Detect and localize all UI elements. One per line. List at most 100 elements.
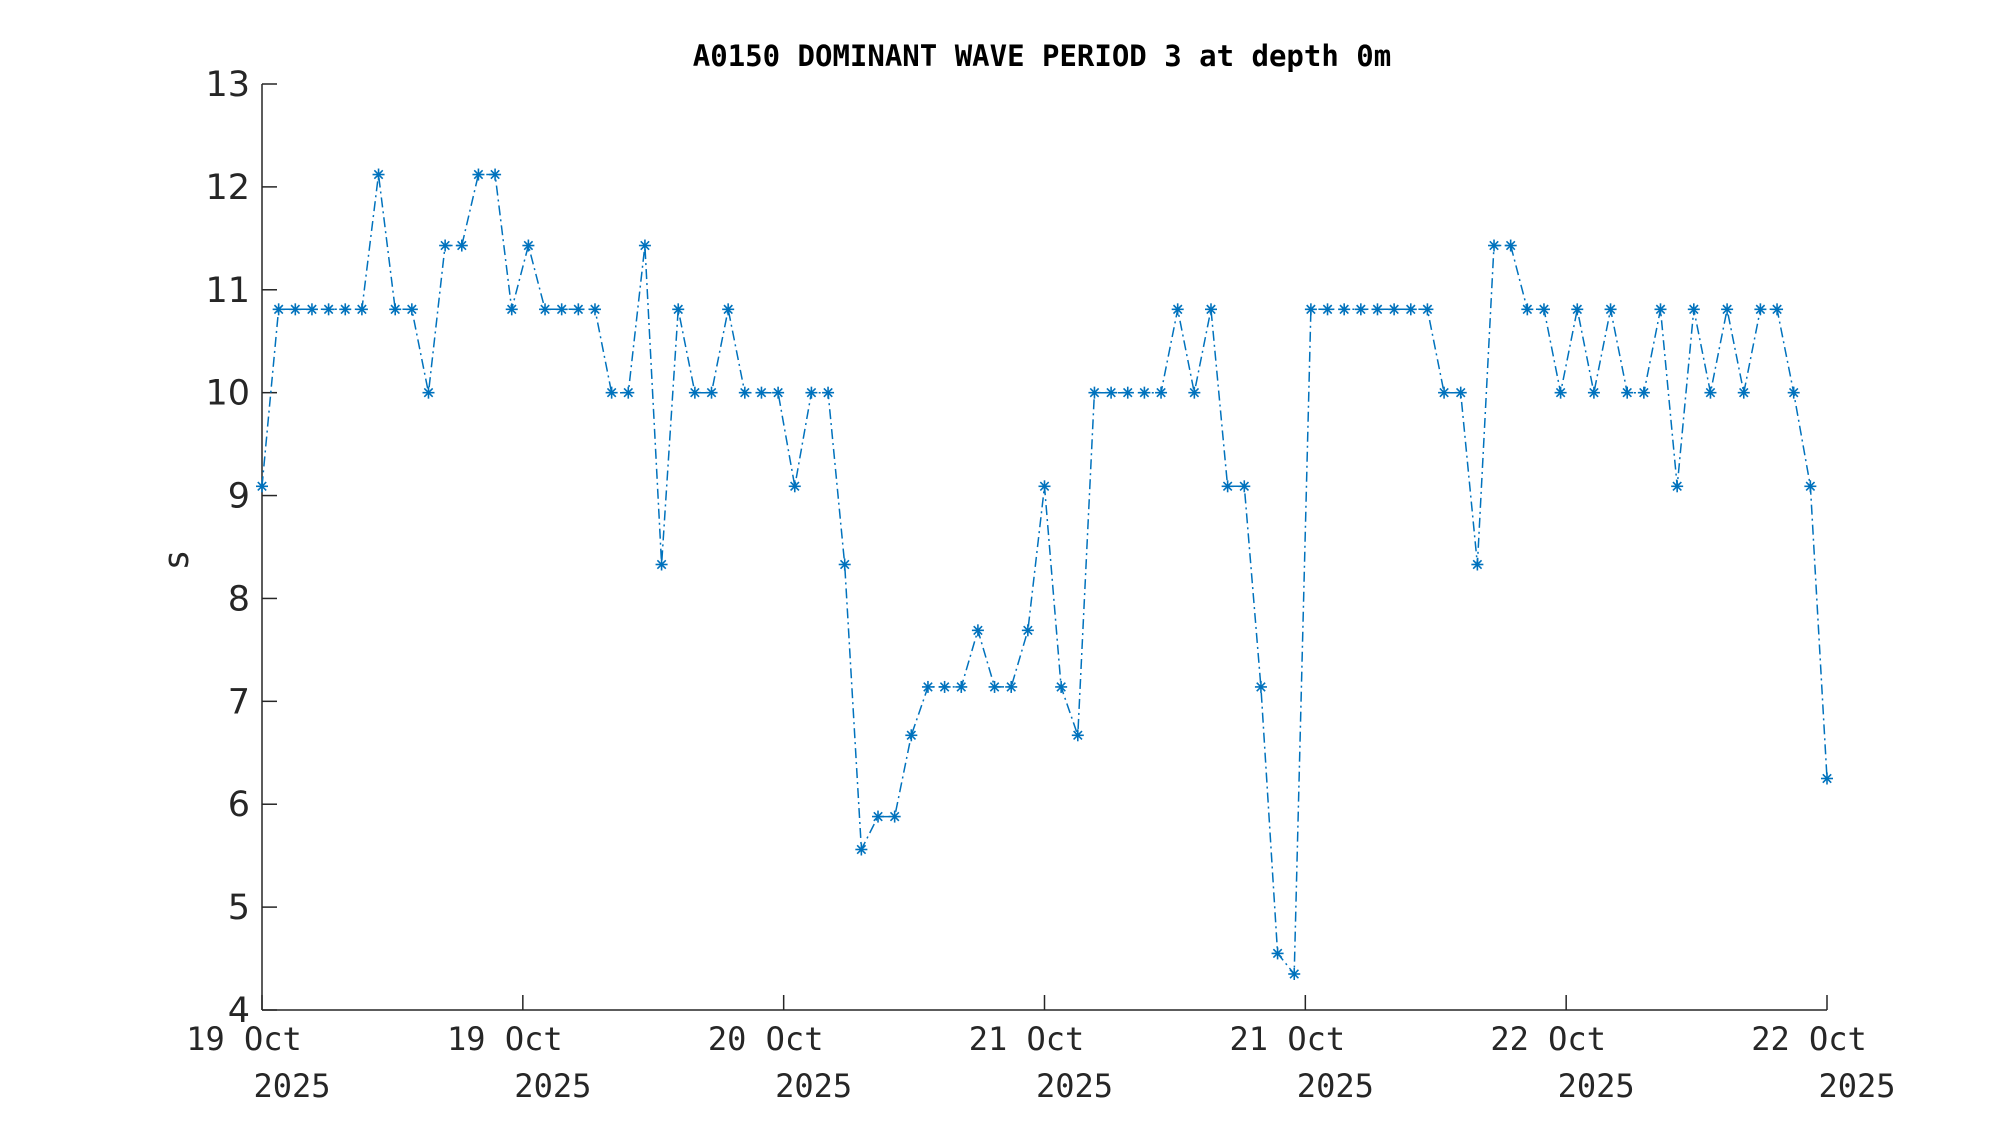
data-point (1754, 303, 1767, 316)
data-point (1121, 386, 1134, 399)
data-point (1388, 303, 1401, 316)
plot-axes (261, 84, 1827, 1011)
data-point (1254, 680, 1267, 693)
x-tick-label: 21 Oct (969, 1020, 1085, 1058)
x-tick-label: 19 Oct (447, 1020, 563, 1058)
data-point (1721, 303, 1734, 316)
y-tick-label: 12 (205, 168, 250, 208)
data-point (605, 386, 618, 399)
x-axis: 19 Oct 2025 19 Oct 2025 20 Oct 2025 21 Oct 2025… (186, 995, 1896, 1105)
data-point (1537, 303, 1550, 316)
x-tick-label: 20 Oct (708, 1020, 824, 1058)
y-tick-label: 10 (205, 374, 250, 414)
series-group (256, 168, 1833, 980)
data-point (988, 680, 1001, 693)
data-point (1554, 386, 1567, 399)
y-axis-label: s (157, 549, 197, 570)
data-point (305, 303, 318, 316)
data-point (1071, 729, 1084, 742)
data-point (1804, 480, 1817, 493)
y-tick-label: 11 (205, 271, 250, 311)
data-point (1604, 303, 1617, 316)
data-point (1704, 386, 1717, 399)
data-point (971, 624, 984, 637)
data-point (822, 386, 835, 399)
data-point (1787, 386, 1800, 399)
data-point (1204, 303, 1217, 316)
data-point (539, 303, 552, 316)
data-point (938, 680, 951, 693)
data-point (1687, 303, 1700, 316)
data-point (1371, 303, 1384, 316)
y-tick-label: 8 (228, 579, 250, 619)
data-point (1038, 480, 1051, 493)
data-point (655, 558, 668, 571)
x-tick-label-year: 2025 (253, 1067, 330, 1105)
data-point (1155, 386, 1168, 399)
data-point (472, 168, 485, 181)
data-point (772, 386, 785, 399)
data-point (1438, 386, 1451, 399)
data-point (1288, 967, 1301, 980)
data-point (389, 303, 402, 316)
x-tick-label-year: 2025 (514, 1067, 591, 1105)
x-tick-label: 21 Oct (1230, 1020, 1346, 1058)
data-point (1188, 386, 1201, 399)
data-point (1587, 386, 1600, 399)
data-point (855, 843, 868, 856)
data-point (1571, 303, 1584, 316)
data-point (339, 303, 352, 316)
x-tick-label-year: 2025 (775, 1067, 852, 1105)
data-point (422, 386, 435, 399)
data-point (1138, 386, 1151, 399)
data-point (1671, 480, 1684, 493)
y-tick-label: 9 (228, 477, 250, 517)
data-point (555, 303, 568, 316)
data-point (256, 480, 268, 493)
data-point (588, 303, 601, 316)
data-point (1521, 303, 1534, 316)
data-point (1637, 386, 1650, 399)
y-tick-label: 6 (228, 785, 250, 825)
data-point (1021, 624, 1034, 637)
series-line (261, 173, 1828, 977)
data-point (838, 558, 851, 571)
data-point (622, 386, 635, 399)
data-point (455, 239, 468, 252)
data-point (1321, 303, 1334, 316)
data-point (1454, 386, 1467, 399)
chart-title: A0150 DOMINANT WAVE PERIOD 3 at depth 0m (693, 39, 1391, 73)
data-point (722, 303, 735, 316)
data-point (439, 239, 452, 252)
data-point (1055, 680, 1068, 693)
x-tick-label-year: 2025 (1036, 1067, 1113, 1105)
data-point (1504, 239, 1517, 252)
data-point (1005, 680, 1018, 693)
data-point (1471, 558, 1484, 571)
data-point (489, 168, 502, 181)
x-tick-label-year: 2025 (1558, 1067, 1635, 1105)
data-point (1621, 386, 1634, 399)
data-point (738, 386, 751, 399)
x-tick-label: 22 Oct (1751, 1020, 1867, 1058)
data-point (1221, 480, 1234, 493)
data-point (1488, 239, 1501, 252)
data-point (1271, 947, 1284, 960)
data-point (672, 303, 685, 316)
x-tick-label-year: 2025 (1297, 1067, 1374, 1105)
data-point (572, 303, 585, 316)
data-point (1338, 303, 1351, 316)
data-point (1404, 303, 1417, 316)
y-tick-label: 7 (228, 682, 250, 722)
data-point (289, 303, 302, 316)
x-tick-label-year: 2025 (1818, 1067, 1895, 1105)
data-point (1304, 303, 1317, 316)
y-tick-label: 4 (228, 991, 250, 1031)
data-point (755, 386, 768, 399)
data-point (1771, 303, 1784, 316)
data-point (322, 303, 335, 316)
data-point (921, 680, 934, 693)
y-axis: 4 5 6 7 8 9 10 11 12 13 (205, 65, 277, 1031)
data-point (805, 386, 818, 399)
